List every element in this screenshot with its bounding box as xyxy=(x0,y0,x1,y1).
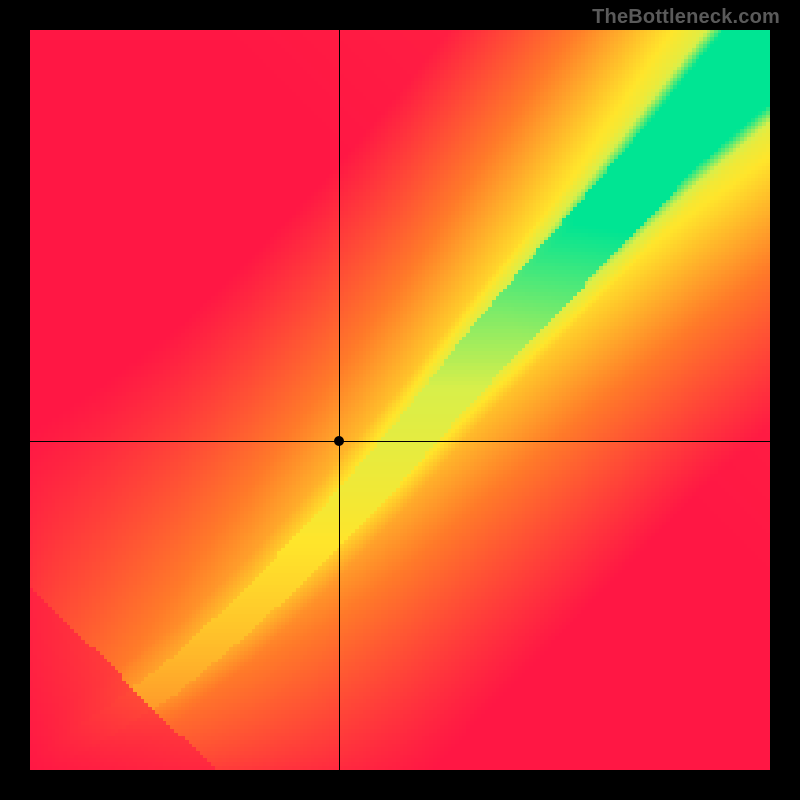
plot-area xyxy=(30,30,770,770)
heatmap-canvas xyxy=(30,30,770,770)
watermark-text: TheBottleneck.com xyxy=(592,6,780,29)
chart-container: TheBottleneck.com xyxy=(0,0,800,800)
crosshair-vertical xyxy=(339,30,340,770)
crosshair-horizontal xyxy=(30,441,770,442)
crosshair-marker-dot xyxy=(334,436,344,446)
